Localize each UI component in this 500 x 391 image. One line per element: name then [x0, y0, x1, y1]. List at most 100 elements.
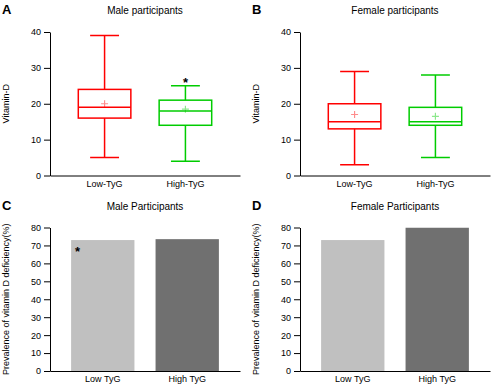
y-tick-label: 70 — [31, 241, 41, 251]
y-tick-mark — [294, 104, 300, 105]
y-tick-label: 80 — [281, 223, 291, 233]
axis-domain — [300, 228, 301, 372]
plot-area — [328, 71, 461, 164]
whisker-cap — [340, 71, 369, 73]
y-tick-mark — [44, 68, 50, 69]
mean-marker — [351, 111, 358, 118]
y-tick-mark — [294, 228, 300, 229]
y-tick-mark — [294, 353, 300, 354]
box-body — [159, 100, 212, 125]
y-tick-label: 60 — [31, 259, 41, 269]
x-tick: High-TyG — [166, 176, 204, 189]
y-axis: 01020304050607080 — [31, 223, 51, 377]
y-tick-label: 0 — [286, 171, 291, 181]
y-axis: 010203040 — [281, 27, 301, 181]
mean-marker — [432, 113, 439, 120]
mean-marker — [101, 100, 108, 107]
whisker-cap — [340, 164, 369, 166]
bar — [156, 239, 219, 371]
y-tick: 30 — [281, 313, 300, 323]
x-tick: Low TyG — [85, 371, 120, 384]
y-tick-mark — [44, 228, 50, 229]
y-tick: 20 — [31, 99, 50, 109]
whisker — [354, 71, 356, 103]
x-tick-label: Low-TyG — [337, 179, 373, 189]
y-axis: 01020304050607080 — [281, 223, 301, 377]
box — [328, 71, 381, 164]
axis-domain — [50, 228, 51, 372]
box — [159, 86, 212, 161]
y-tick: 20 — [31, 331, 50, 341]
y-label: Vitamin-D — [1, 84, 11, 124]
x-tick: Low-TyG — [337, 176, 373, 189]
y-tick: 40 — [31, 27, 50, 37]
x-tick-label: High-TyG — [416, 179, 454, 189]
box-body — [328, 104, 381, 129]
y-tick: 0 — [36, 171, 50, 181]
significance: * — [183, 75, 189, 90]
y-tick-label: 80 — [31, 223, 41, 233]
x-tick-label: Low TyG — [335, 374, 370, 384]
box-body — [409, 107, 462, 125]
whisker — [435, 125, 437, 157]
y-tick-mark — [294, 263, 300, 264]
y-tick-label: 30 — [31, 313, 41, 323]
y-tick-mark — [44, 176, 50, 177]
y-tick: 10 — [281, 348, 300, 358]
y-tick: 20 — [281, 99, 300, 109]
box — [78, 36, 131, 158]
y-tick-mark — [44, 32, 50, 33]
x-tick-label: Low-TyG — [87, 179, 123, 189]
axis-domain — [301, 371, 491, 372]
y-tick-mark — [294, 68, 300, 69]
y-tick-mark — [294, 281, 300, 282]
y-tick-mark — [44, 281, 50, 282]
axis-domain — [51, 176, 241, 177]
y-tick: 40 — [31, 295, 50, 305]
y-tick: 30 — [281, 63, 300, 73]
y-tick-label: 20 — [281, 331, 291, 341]
bar — [71, 240, 134, 371]
x-axis: Low TyG High TyG — [301, 371, 491, 384]
x-tick-label: High TyG — [169, 374, 206, 384]
plot-area — [321, 228, 469, 372]
y-tick: 40 — [281, 27, 300, 37]
y-tick-label: 70 — [281, 241, 291, 251]
y-tick-mark — [294, 140, 300, 141]
title: Male Participants — [107, 201, 184, 212]
y-tick-mark — [44, 263, 50, 264]
y-tick: 30 — [31, 63, 50, 73]
y-tick: 10 — [31, 348, 50, 358]
y-tick: 80 — [281, 223, 300, 233]
y-tick-mark — [44, 140, 50, 141]
y-tick: 30 — [31, 313, 50, 323]
y-tick-label: 20 — [31, 99, 41, 109]
whisker — [185, 125, 187, 161]
panel-label: C — [2, 198, 12, 213]
whisker-cap — [171, 160, 200, 162]
y-tick-mark — [44, 335, 50, 336]
y-tick-mark — [294, 317, 300, 318]
y-tick: 70 — [281, 241, 300, 251]
y-tick-label: 10 — [31, 135, 41, 145]
y-tick-mark — [294, 245, 300, 246]
median — [328, 121, 381, 123]
y-axis: 0 10 20 30 40 — [31, 27, 51, 181]
whisker — [435, 75, 437, 107]
figure: 010203040Low-TyGHigh-TyGMale participant… — [0, 0, 500, 391]
y-tick-label: 40 — [281, 295, 291, 305]
panel: 010203040Low-TyGHigh-TyGFemale participa… — [251, 2, 491, 189]
y-tick-label: 0 — [286, 366, 291, 376]
box-body — [78, 89, 131, 118]
axis-domain — [51, 371, 241, 372]
y-tick: 50 — [31, 277, 50, 287]
whisker-cap — [421, 74, 450, 76]
x-tick: High TyG — [419, 371, 456, 384]
x-axis: Low-TyG High-TyG — [51, 176, 241, 189]
axis-domain — [301, 176, 491, 177]
whisker-cap — [421, 157, 450, 159]
y-tick: 80 — [31, 223, 50, 233]
box — [409, 75, 462, 158]
y-tick-mark — [44, 104, 50, 105]
y-tick-label: 10 — [31, 348, 41, 358]
